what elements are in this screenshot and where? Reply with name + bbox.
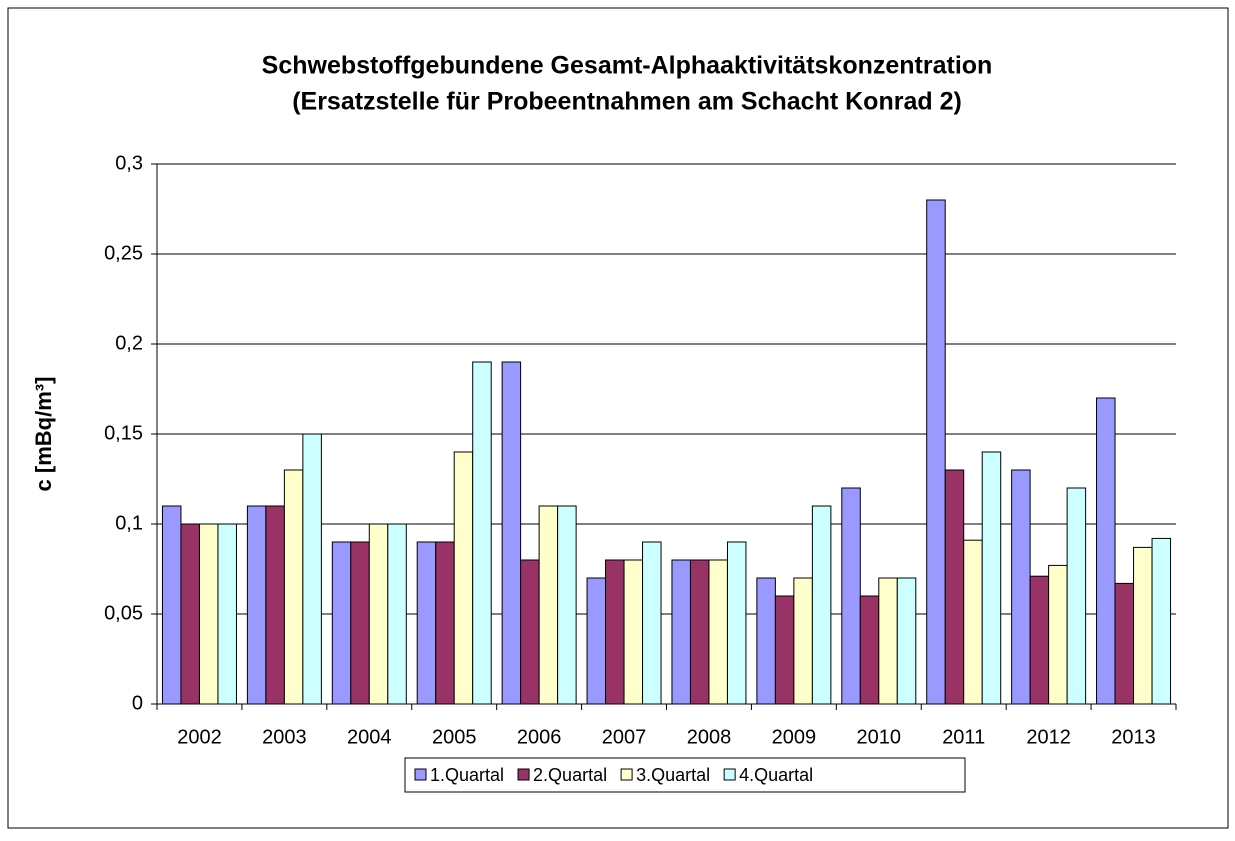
bar (671, 559, 691, 705)
bar (963, 539, 983, 705)
bar (841, 487, 861, 705)
legend-label: 4.Quartal (739, 765, 813, 785)
bar (283, 469, 304, 705)
bar (350, 541, 370, 705)
chart-title: Schwebstoffgebundene Gesamt-Alphaaktivit… (262, 52, 993, 80)
bar (586, 577, 607, 705)
chart-subtitle: (Ersatzstelle für Probeentnahmen am Scha… (292, 88, 962, 116)
y-tick-label: 0,3 (115, 152, 143, 174)
legend-swatch (723, 768, 736, 781)
bar (774, 595, 795, 705)
bar (878, 577, 898, 705)
bar (520, 559, 540, 705)
bar (302, 433, 322, 705)
bar (472, 361, 492, 705)
bar (1011, 469, 1031, 705)
bar (793, 577, 813, 705)
x-tick-label: 2002 (177, 726, 222, 748)
bar (1133, 546, 1153, 705)
bar (756, 577, 776, 705)
x-tick-label: 2009 (772, 726, 817, 748)
bar (557, 505, 577, 705)
bar (726, 541, 747, 705)
bar (1114, 582, 1135, 705)
x-tick-label: 2004 (347, 726, 392, 748)
bar (1029, 575, 1050, 705)
bar (387, 523, 407, 705)
x-tick-label: 2006 (517, 726, 562, 748)
bar (981, 451, 1002, 705)
bar (435, 541, 455, 705)
x-tick-label: 2007 (602, 726, 647, 748)
bar (246, 505, 267, 705)
legend-swatch (517, 768, 530, 781)
bar (1066, 487, 1087, 705)
bar (180, 523, 200, 705)
y-axis-label: c [mBq/m³] (31, 377, 56, 492)
bar (217, 523, 237, 705)
bar (453, 451, 474, 705)
x-tick-label: 2011 (942, 726, 985, 748)
x-tick-label: 2005 (432, 726, 477, 748)
x-tick-label: 2012 (1026, 726, 1071, 748)
bar (1096, 397, 1116, 705)
bar (538, 505, 559, 705)
x-tick-label: 2013 (1111, 726, 1156, 748)
legend-label: 1.Quartal (430, 765, 504, 785)
bar (642, 541, 662, 705)
y-tick-label: 0,25 (104, 242, 143, 264)
bar (1151, 537, 1172, 705)
legend-label: 2.Quartal (533, 765, 607, 785)
legend-swatch (414, 768, 427, 781)
y-tick-label: 0,15 (104, 422, 143, 444)
x-tick-label: 2010 (857, 726, 902, 748)
bar (265, 505, 285, 705)
bar (859, 595, 880, 705)
y-tick-label: 0,2 (115, 332, 143, 354)
bar (944, 469, 965, 705)
chart-frame (7, 7, 1229, 829)
y-tick-label: 0,1 (115, 512, 143, 534)
bar (161, 505, 182, 705)
x-tick-label: 2003 (262, 726, 307, 748)
legend-label: 3.Quartal (636, 765, 710, 785)
bar (416, 541, 437, 705)
bar (331, 541, 352, 705)
x-tick-label: 2008 (687, 726, 732, 748)
bar (501, 361, 522, 705)
y-tick-label: 0,05 (104, 602, 143, 624)
bar (198, 523, 219, 705)
bar (368, 523, 389, 705)
bar (605, 559, 625, 705)
bar (926, 199, 946, 705)
bar (811, 505, 832, 705)
bar (623, 559, 644, 705)
y-tick-label: 0 (132, 692, 143, 714)
bar (689, 559, 710, 705)
bar (1048, 564, 1068, 705)
bar (896, 577, 917, 705)
legend (404, 757, 966, 793)
legend-swatch (620, 768, 633, 781)
bar (708, 559, 728, 705)
